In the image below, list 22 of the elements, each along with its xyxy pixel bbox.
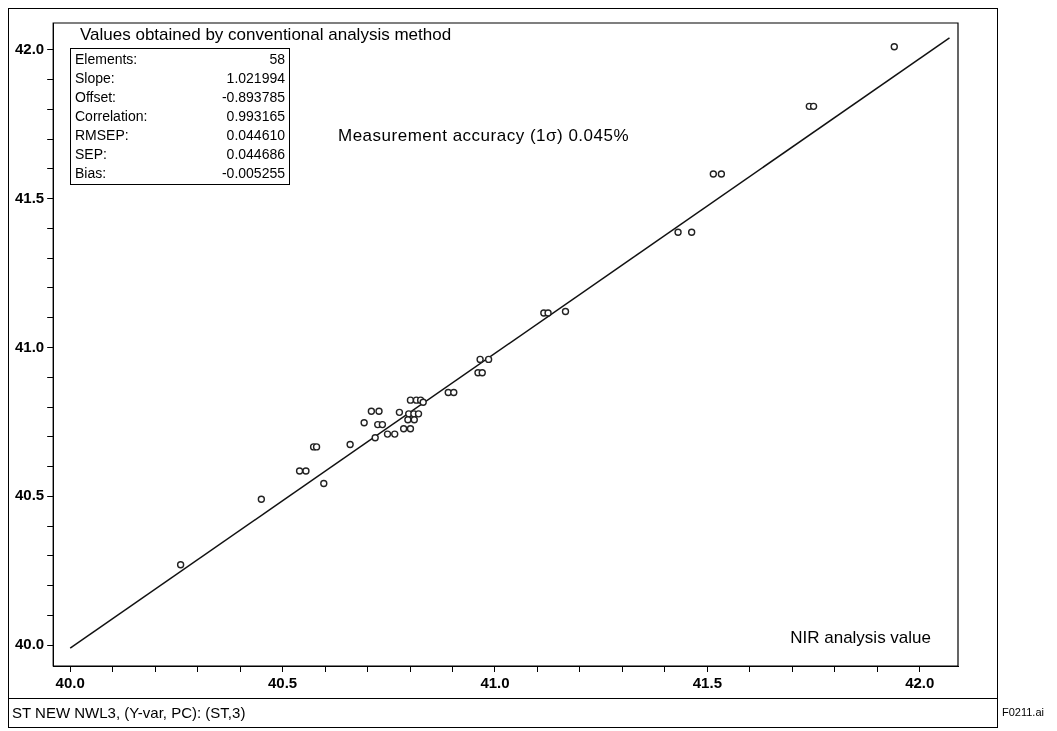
text: Slope: 1.021994: [75, 70, 285, 86]
text: Bias: -0.005255: [75, 165, 285, 181]
x-tick-label: 41.0: [480, 674, 510, 692]
y-tick-label: 42.0: [14, 39, 45, 57]
x-tick-label: 41.5: [692, 674, 722, 692]
y-tick-label: 41.5: [14, 188, 45, 206]
x-axis-title: NIR analysis value: [790, 628, 931, 648]
x-tick-label: 42.0: [905, 674, 935, 692]
x-tick-label: 40.5: [267, 674, 298, 692]
text: SEP: 0.044686: [75, 146, 285, 162]
annotation: Measurement accuracy (1σ) 0.045%: [338, 126, 630, 146]
x-tick-label: 40.0: [55, 674, 85, 692]
text: RMSEP: 0.044610: [75, 127, 285, 143]
text: F0211.ai: [1002, 706, 1044, 718]
y-axis-title: Values obtained by conventional analysis method: [80, 25, 452, 45]
y-tick-label: 41.0: [14, 337, 45, 355]
y-tick-label: 40.0: [14, 635, 45, 653]
text: Offset: -0.893785: [75, 89, 285, 105]
text: Correlation: 0.993165: [75, 108, 285, 124]
text: Elements: 58: [75, 51, 285, 67]
text: ST NEW NWL3, (Y-var, PC): (ST,3): [12, 704, 246, 721]
y-tick-label: 40.5: [14, 486, 45, 504]
